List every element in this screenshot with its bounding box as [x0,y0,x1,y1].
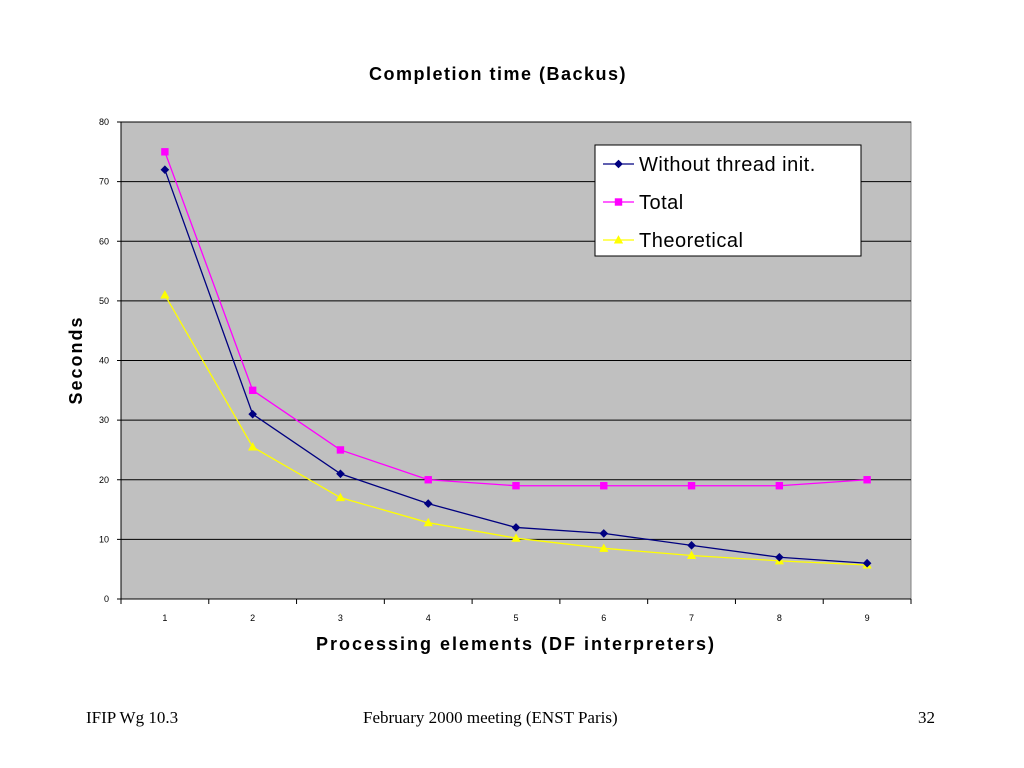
x-tick-label: 1 [162,613,167,623]
series-total [161,148,871,490]
chart-title: Completion time (Backus) [369,64,627,84]
data-point [775,482,784,490]
axes [120,122,911,600]
data-point [862,558,872,568]
y-axis-ticks: 0 10 20 30 40 50 60 70 80 [99,117,121,604]
data-point [160,165,170,175]
footer-left: IFIP Wg 10.3 [86,708,179,727]
x-tick-label: 9 [865,613,870,623]
data-point [160,290,170,299]
data-point [248,409,257,419]
data-point [599,529,609,538]
x-tick-label: 6 [601,613,606,623]
footer-page-number: 32 [918,708,935,727]
data-point [775,552,784,562]
completion-time-chart: Completion time (Backus) 010203040506070… [66,64,912,654]
y-tick-label: 30 [99,415,109,425]
legend-entry: Without thread init. [603,154,816,176]
legend-swatch-marker [614,159,623,169]
data-point [511,533,521,542]
x-axis-ticks: 1 2 3 4 5 6 7 8 9 [120,599,912,623]
data-point [161,148,169,156]
data-point [248,386,257,395]
data-point [687,482,696,490]
y-tick-label: 80 [99,117,109,127]
data-point [687,541,696,550]
data-point [686,550,697,560]
data-point [336,446,345,454]
x-axis-label: Processing elements (DF interpreters) [316,634,716,654]
y-tick-label: 50 [99,296,109,306]
data-point [599,543,609,552]
legend-entry: Theoretical [603,230,743,252]
legend-swatch-marker [614,198,623,206]
data-point [335,492,346,502]
series-layer [160,148,872,569]
x-tick-label: 7 [689,613,694,623]
x-tick-label: 5 [513,613,518,623]
legend-label: Total [639,192,684,214]
legend-entry: Total [603,192,684,214]
series-without-thread-init [160,165,872,568]
x-tick-label: 8 [777,613,782,623]
data-point [423,517,433,527]
y-tick-label: 0 [104,594,109,604]
legend-label: Without thread init. [639,154,816,176]
data-point [600,482,608,490]
data-point [424,476,432,484]
data-point [863,476,871,484]
x-tick-label: 3 [338,613,343,623]
data-point [511,523,521,532]
data-point [512,482,520,490]
y-tick-label: 10 [99,534,109,544]
y-tick-label: 20 [99,475,109,485]
legend: Without thread init. Total Theoretical [594,144,862,257]
y-tick-label: 60 [99,236,109,246]
data-point [423,499,433,508]
y-tick-label: 70 [99,177,109,187]
data-point [336,469,345,479]
y-axis-label: Seconds [66,315,86,404]
y-tick-label: 40 [99,356,109,366]
legend-swatch-marker [613,235,624,244]
footer-center: February 2000 meeting (ENST Paris) [363,708,618,727]
x-tick-label: 4 [426,613,431,623]
legend-label: Theoretical [639,230,743,252]
x-tick-label: 2 [250,613,255,623]
legend-box [594,144,862,257]
data-point [248,442,258,451]
